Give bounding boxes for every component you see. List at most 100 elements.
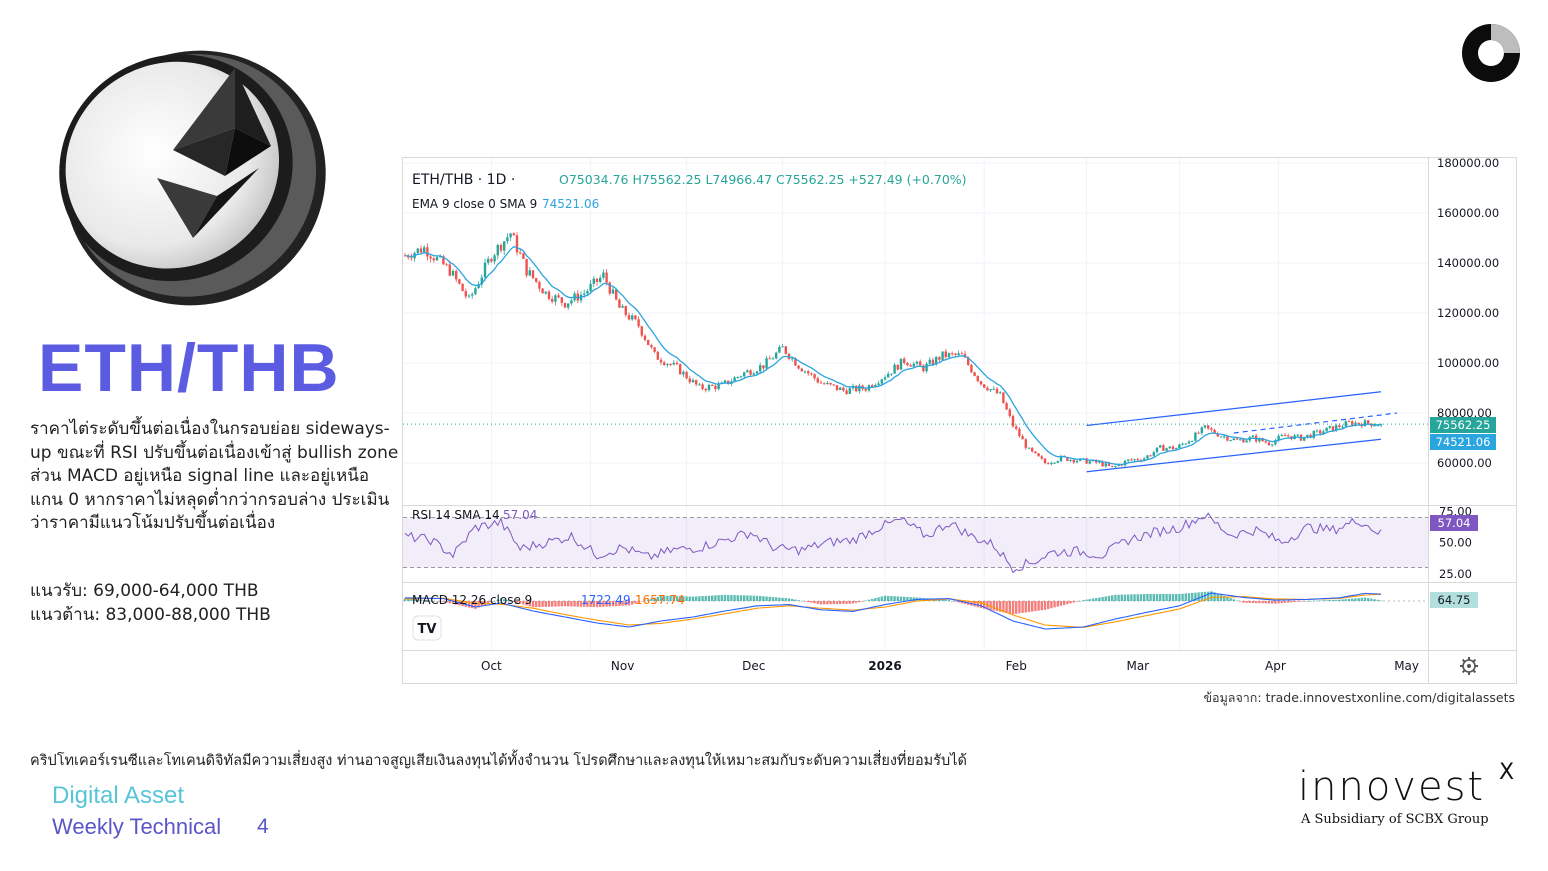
- candle-body: [733, 377, 736, 382]
- candle-body: [979, 381, 983, 385]
- macd-histogram-bar: [778, 597, 781, 601]
- candle-body: [736, 376, 739, 378]
- macd-histogram-bar: [448, 601, 451, 604]
- candle-body: [701, 384, 704, 389]
- macd-histogram-bar: [1149, 593, 1152, 601]
- candle-body: [1235, 438, 1239, 440]
- macd-histogram-bar: [957, 601, 960, 603]
- macd-histogram-bar: [586, 601, 589, 607]
- macd-histogram-bar: [1104, 596, 1107, 601]
- macd-histogram-bar: [829, 601, 832, 605]
- candle-body: [707, 385, 711, 391]
- macd-histogram-bar: [666, 595, 669, 601]
- macd-histogram-bar: [909, 597, 912, 601]
- candle-body: [605, 272, 608, 283]
- candle-body: [627, 314, 631, 320]
- candle-body: [781, 346, 784, 348]
- chart-symbol: ETH/THB · 1D ·: [412, 172, 515, 188]
- candle-body: [461, 283, 464, 292]
- macd-histogram-bar: [1213, 592, 1216, 601]
- candle-body: [983, 384, 986, 388]
- macd-histogram-bar: [640, 601, 643, 602]
- candle-body: [1315, 430, 1319, 432]
- macd-histogram-bar: [551, 601, 554, 607]
- candle-body: [455, 270, 458, 280]
- candle-body: [682, 371, 685, 375]
- candle-body: [1203, 425, 1207, 428]
- macd-legend: MACD 12 26 close 9: [412, 593, 532, 607]
- candle-body: [1207, 425, 1210, 429]
- macd-histogram-bar: [624, 601, 627, 606]
- candle-body: [445, 264, 448, 266]
- candle-body: [896, 364, 899, 370]
- candle-body: [1002, 392, 1005, 404]
- candle-body: [419, 248, 423, 253]
- candle-body: [1059, 455, 1063, 462]
- macd-histogram-bar: [823, 601, 826, 605]
- macd-histogram-bar: [1123, 594, 1127, 601]
- macd-legend-value: 1722.49: [581, 593, 631, 607]
- rsi-legend: RSI 14 SMA 14: [412, 508, 500, 522]
- candle-body: [1011, 416, 1015, 427]
- candle-body: [538, 281, 541, 289]
- macd-histogram-bar: [1245, 601, 1248, 603]
- macd-histogram-bar: [1319, 600, 1322, 602]
- candle-body: [432, 258, 435, 261]
- macd-histogram-bar: [906, 596, 909, 601]
- price-chart-panel[interactable]: 180000.00 160000.00 140000.00 120000.00 1000…: [402, 157, 1517, 684]
- macd-histogram-bar: [451, 601, 455, 604]
- time-tick-label: May: [1394, 659, 1419, 673]
- macd-histogram-bar: [1085, 599, 1088, 601]
- macd-histogram-bar: [1223, 595, 1226, 601]
- macd-histogram-bar: [659, 595, 663, 601]
- macd-histogram-bar: [1191, 592, 1194, 601]
- macd-histogram-bar: [736, 595, 739, 601]
- macd-histogram-bar: [464, 601, 467, 607]
- candle-body: [474, 288, 477, 295]
- macd-histogram-bar: [1357, 598, 1360, 601]
- candle-body: [803, 371, 807, 373]
- macd-histogram-bar: [1133, 594, 1136, 601]
- macd-histogram-bar: [1235, 600, 1239, 602]
- macd-histogram-bar: [1187, 593, 1191, 601]
- tradingview-logo-icon: TV: [412, 615, 442, 641]
- macd-pane: [403, 591, 1428, 630]
- macd-histogram-bar: [650, 598, 653, 601]
- candle-body: [656, 351, 659, 360]
- macd-histogram-bar: [999, 601, 1002, 612]
- macd-histogram-bar: [1232, 599, 1235, 601]
- macd-histogram-bar: [439, 601, 442, 602]
- macd-histogram-bar: [1175, 593, 1178, 601]
- macd-histogram-bar: [493, 601, 496, 602]
- candle-body: [877, 383, 880, 385]
- candle-body: [509, 233, 512, 238]
- candle-body: [528, 270, 531, 276]
- candle-body: [855, 385, 858, 392]
- candle-body: [515, 235, 519, 253]
- macd-histogram-bar: [807, 601, 810, 603]
- macd-histogram-bar: [960, 601, 963, 604]
- candle-body: [957, 353, 960, 355]
- candle-body: [727, 380, 730, 385]
- candle-body: [599, 277, 602, 283]
- candle-body: [1232, 438, 1235, 441]
- candle-body: [519, 252, 522, 254]
- macd-histogram-bar: [515, 601, 519, 603]
- macd-histogram-bar: [1139, 594, 1143, 601]
- macd-histogram-bar: [1344, 599, 1347, 601]
- macd-histogram-bar: [992, 601, 995, 611]
- macd-histogram-bar: [1267, 601, 1271, 604]
- macd-histogram-bar: [669, 595, 672, 601]
- macd-histogram-bar: [519, 601, 522, 604]
- macd-histogram-bar: [1024, 601, 1027, 613]
- macd-histogram-bar: [1261, 601, 1264, 604]
- macd-histogram-bar: [1146, 593, 1149, 601]
- candle-body: [1344, 421, 1347, 427]
- tradingview-chart[interactable]: 180000.00 160000.00 140000.00 120000.00 1000…: [403, 158, 1516, 683]
- macd-histogram-bar: [1155, 593, 1159, 601]
- candle-body: [541, 288, 544, 294]
- macd-histogram-bar: [1053, 601, 1056, 608]
- chart-settings-gear-icon[interactable]: [1460, 657, 1478, 675]
- candle-body: [1104, 463, 1107, 467]
- macd-histogram-bar: [1309, 600, 1312, 602]
